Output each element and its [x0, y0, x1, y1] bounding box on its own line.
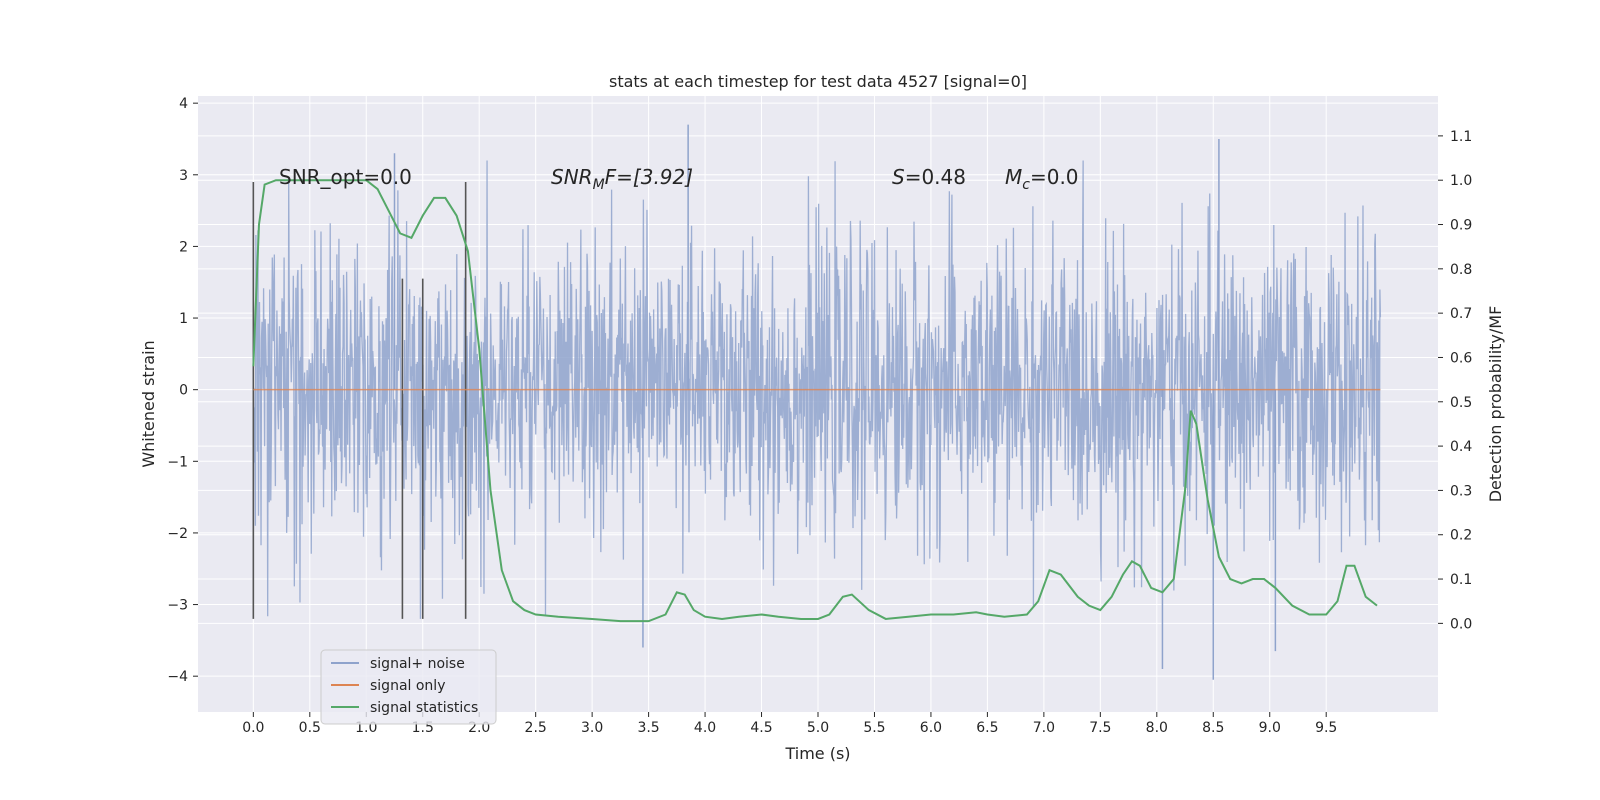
- x-tick-label-15: 7.5: [1089, 720, 1111, 736]
- legend: signal+ noise signal only signal statist…: [320, 649, 497, 725]
- y-left-tick-label-4: 0: [179, 383, 188, 399]
- y-right-tick-label-0: 0.0: [1450, 616, 1472, 632]
- x-tick-label-6: 3.0: [581, 720, 603, 736]
- annotation-snr-mf: SNRMF=[3.92]: [551, 165, 693, 193]
- y-right-tick-label-10: 1.0: [1450, 173, 1472, 189]
- x-tick-label-8: 4.0: [694, 720, 716, 736]
- x-tick-label-12: 6.0: [920, 720, 942, 736]
- snr-mf-rest: F=[3.92]: [605, 165, 693, 189]
- s-rest: =0.48: [905, 165, 966, 189]
- x-tick-label-18: 9.0: [1259, 720, 1281, 736]
- x-tick-label-11: 5.5: [863, 720, 885, 736]
- vertical-markers: [252, 181, 467, 619]
- y-right-tick-label-2: 0.2: [1450, 528, 1472, 544]
- y-right-axis-label: Detection probability/MF: [1486, 306, 1505, 503]
- y-right-tick-label-11: 1.1: [1450, 129, 1472, 145]
- x-tick-label-0: 0.0: [242, 720, 264, 736]
- y-right-tick-label-1: 0.1: [1450, 572, 1472, 588]
- x-tick-label-14: 7.0: [1033, 720, 1055, 736]
- legend-label-signal-only: signal only: [370, 678, 445, 694]
- annotation-s: S=0.48: [892, 165, 966, 189]
- y-right-tick-label-7: 0.7: [1450, 306, 1472, 322]
- y-right-tick-label-8: 0.8: [1450, 262, 1472, 278]
- x-tick-label-13: 6.5: [976, 720, 998, 736]
- y-right-tick-label-5: 0.5: [1450, 395, 1472, 411]
- annotation-snr-opt: SNR_opt=0.0: [279, 165, 412, 189]
- legend-label-signal-statistics: signal statistics: [370, 700, 478, 716]
- x-tick-label-16: 8.0: [1146, 720, 1168, 736]
- chart-title: stats at each timestep for test data 452…: [609, 72, 1027, 91]
- signal-noise-series: [252, 124, 1382, 680]
- x-tick-label-9: 4.5: [750, 720, 772, 736]
- x-axis-label: Time (s): [784, 744, 850, 763]
- signal-statistics-series: [252, 179, 1378, 623]
- y-left-tick-label-3: −1: [167, 454, 188, 470]
- x-tick-label-17: 8.5: [1202, 720, 1224, 736]
- legend-label-signal-noise: signal+ noise: [370, 656, 465, 672]
- y-left-ticks: −4 −3 −2 −1 0 1 2 3 4: [167, 96, 198, 685]
- legend-box: [320, 649, 497, 725]
- y-left-tick-label-0: −4: [167, 669, 188, 685]
- mc-sub: c: [1022, 177, 1030, 193]
- s-base: S: [892, 165, 905, 189]
- x-tick-label-10: 5.0: [807, 720, 829, 736]
- y-left-axis-label: Whitened strain: [139, 340, 158, 467]
- y-left-tick-label-2: −2: [167, 526, 188, 542]
- y-left-tick-label-5: 1: [179, 311, 188, 327]
- x-tick-label-19: 9.5: [1315, 720, 1337, 736]
- x-tick-label-1: 0.5: [299, 720, 321, 736]
- y-right-ticks: 0.0 0.1 0.2 0.3 0.4 0.5 0.6 0.7 0.8 0.9 1.0 1.1: [1438, 129, 1472, 632]
- annotation-mc: Mc=0.0: [1005, 165, 1079, 193]
- y-right-tick-label-3: 0.3: [1450, 483, 1472, 499]
- y-right-tick-label-6: 0.6: [1450, 350, 1472, 366]
- x-tick-label-7: 3.5: [637, 720, 659, 736]
- mc-rest: =0.0: [1030, 165, 1079, 189]
- y-right-tick-label-9: 0.9: [1450, 218, 1472, 234]
- y-right-tick-label-4: 0.4: [1450, 439, 1472, 455]
- x-tick-label-5: 2.5: [525, 720, 547, 736]
- snr-mf-sub: M: [593, 177, 605, 193]
- signal-noise-line: [252, 160, 1382, 619]
- signal-statistics-line: [252, 179, 1378, 623]
- mc-base: M: [1005, 165, 1022, 189]
- y-left-tick-label-6: 2: [179, 239, 188, 255]
- y-left-tick-label-7: 3: [179, 168, 188, 184]
- snr-mf-base: SNR: [551, 165, 593, 189]
- y-left-tick-label-8: 4: [179, 96, 188, 112]
- y-left-tick-label-1: −3: [167, 598, 188, 614]
